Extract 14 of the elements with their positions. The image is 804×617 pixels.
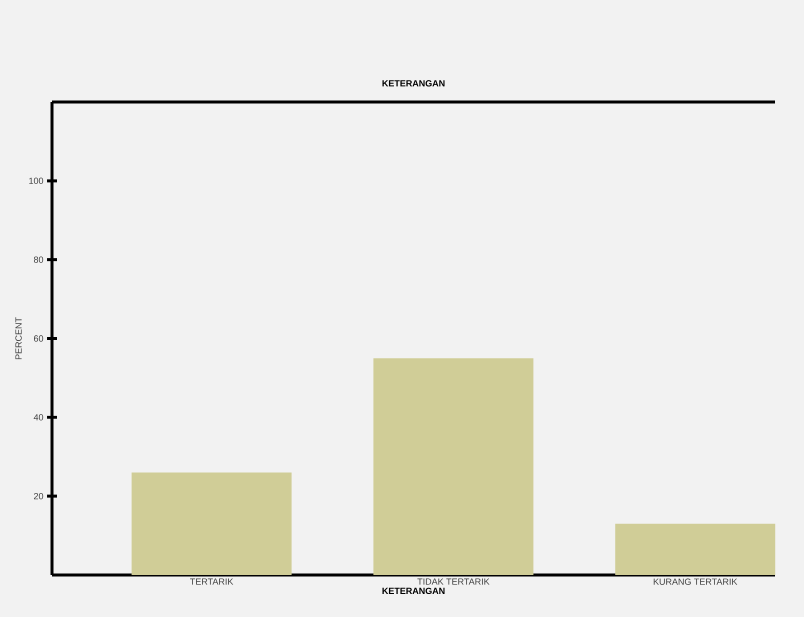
chart-title: KETERANGAN <box>382 80 445 87</box>
y-tick-label: 40 <box>34 414 44 420</box>
x-tick-label: TERTARIK <box>190 578 234 585</box>
y-tick-label: 80 <box>34 256 44 263</box>
bar <box>615 524 776 575</box>
x-tick-label: TIDAK TERTARIK <box>417 578 490 585</box>
x-axis-title: KETERANGAN <box>382 588 445 594</box>
bar <box>132 472 292 575</box>
y-axis-title: PERCENT <box>15 317 22 360</box>
y-tick-label: 60 <box>34 335 44 342</box>
x-tick-label: KURANG TERTARIK <box>654 578 738 585</box>
y-tick-label: 20 <box>34 492 44 500</box>
bar <box>373 358 534 575</box>
y-tick-label: 100 <box>29 178 44 184</box>
